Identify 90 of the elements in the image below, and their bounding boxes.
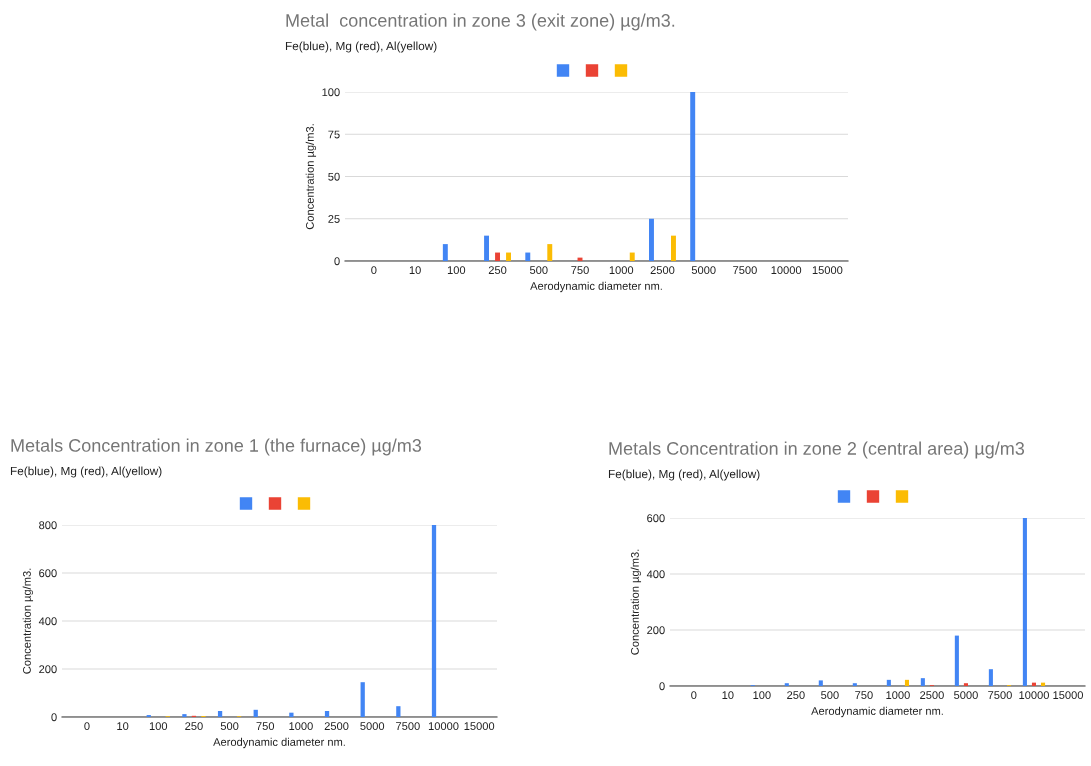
bar xyxy=(506,252,512,261)
x-axis-title: Aerodynamic diameter nm. xyxy=(213,737,345,749)
y-tick-label: 50 xyxy=(328,172,340,181)
bar xyxy=(324,711,330,717)
y-tick-label: 0 xyxy=(334,257,340,266)
bar xyxy=(495,252,501,261)
bar xyxy=(670,235,676,261)
y-tick-label: 200 xyxy=(647,626,665,635)
y-tick-label: 600 xyxy=(39,569,57,578)
x-tick-label: 10000 xyxy=(1019,691,1049,700)
chart-title: Metals Concentration in zone 2 (central area) µg/m3 xyxy=(609,441,1025,459)
x-tick-label: 250 xyxy=(185,722,203,731)
x-tick-label: 250 xyxy=(787,691,805,700)
x-tick-label: 15000 xyxy=(812,266,843,275)
x-tick-label: 15000 xyxy=(464,722,495,731)
x-axis-title: Aerodynamic diameter nm. xyxy=(530,281,662,293)
x-tick-label: 0 xyxy=(371,266,377,275)
chart-subtitle: Fe(blue), Mg (red), Al(yellow) xyxy=(10,466,162,478)
x-tick-label: 500 xyxy=(821,691,839,700)
bar xyxy=(886,679,891,686)
y-tick-label: 800 xyxy=(39,521,57,530)
bar xyxy=(431,525,437,717)
x-tick-label: 10000 xyxy=(428,722,459,731)
x-tick-label: 10000 xyxy=(771,266,802,275)
x-tick-label: 2500 xyxy=(920,691,944,700)
x-tick-label: 0 xyxy=(84,722,90,731)
y-tick-label: 400 xyxy=(646,570,665,579)
x-tick-label: 500 xyxy=(220,722,239,731)
bar xyxy=(217,711,223,717)
x-tick-label: 5000 xyxy=(360,722,385,731)
chart-title: Metal concentration in zone 3 (exit zone) µg/m3. xyxy=(286,13,675,31)
y-tick-label: 25 xyxy=(328,215,340,223)
x-tick-label: 250 xyxy=(488,266,507,275)
y-tick-label: 400 xyxy=(38,617,57,626)
y-axis-title: Concentration µg/m3. xyxy=(305,124,317,230)
x-tick-label: 5000 xyxy=(691,266,716,275)
bar xyxy=(182,714,187,717)
x-tick-label: 7500 xyxy=(733,266,757,275)
x-tick-label: 5000 xyxy=(954,691,978,700)
y-axis-title: Concentration µg/m3. xyxy=(630,549,642,655)
x-tick-label: 7500 xyxy=(396,722,420,731)
bar xyxy=(442,244,448,261)
bar xyxy=(784,683,789,686)
bar xyxy=(289,712,294,717)
x-tick-label: 1000 xyxy=(609,266,634,275)
x-tick-label: 1000 xyxy=(289,722,313,731)
chart-subtitle: Fe(blue), Mg (red), Al(yellow) xyxy=(285,41,437,53)
bar xyxy=(904,679,910,686)
x-tick-label: 500 xyxy=(529,266,548,275)
x-tick-label: 10 xyxy=(722,691,734,700)
bar xyxy=(818,680,823,686)
x-tick-label: 100 xyxy=(149,722,168,731)
x-tick-label: 750 xyxy=(256,722,275,731)
bar xyxy=(1022,518,1027,686)
bar xyxy=(525,252,531,261)
x-tick-label: 15000 xyxy=(1053,691,1084,700)
bar xyxy=(396,706,401,717)
x-tick-label: 750 xyxy=(571,266,589,275)
bar xyxy=(629,252,635,261)
y-axis-title: Concentration µg/m3. xyxy=(22,568,34,674)
x-tick-label: 0 xyxy=(691,691,697,700)
chart-title: Metals Concentration in zone 1 (the furnace) µg/m3 xyxy=(11,438,422,456)
y-tick-label: 200 xyxy=(39,665,57,674)
x-tick-label: 1000 xyxy=(886,691,910,700)
x-tick-label: 10 xyxy=(117,722,129,731)
bar xyxy=(649,218,654,261)
bar xyxy=(852,683,857,686)
bar xyxy=(920,678,925,686)
x-tick-label: 100 xyxy=(753,691,771,700)
x-tick-label: 7500 xyxy=(988,691,1012,700)
x-tick-label: 100 xyxy=(447,266,466,275)
y-tick-label: 75 xyxy=(328,130,340,139)
bar xyxy=(963,683,968,686)
y-tick-label: 100 xyxy=(322,88,340,97)
x-tick-label: 10 xyxy=(409,266,421,275)
bar xyxy=(690,92,696,261)
bar xyxy=(547,244,553,261)
y-tick-label: 0 xyxy=(51,713,57,722)
bar xyxy=(360,682,365,717)
x-tick-label: 2500 xyxy=(324,722,349,731)
bar xyxy=(954,635,959,686)
x-tick-label: 750 xyxy=(855,691,873,700)
x-axis-title: Aerodynamic diameter nm. xyxy=(811,706,943,718)
chart-subtitle: Fe(blue), Mg (red), Al(yellow) xyxy=(608,469,760,481)
bar xyxy=(253,709,258,717)
bar xyxy=(988,669,993,686)
x-tick-label: 2500 xyxy=(650,266,675,275)
y-tick-label: 600 xyxy=(647,514,665,523)
bar xyxy=(484,235,490,261)
y-tick-label: 0 xyxy=(659,682,665,691)
